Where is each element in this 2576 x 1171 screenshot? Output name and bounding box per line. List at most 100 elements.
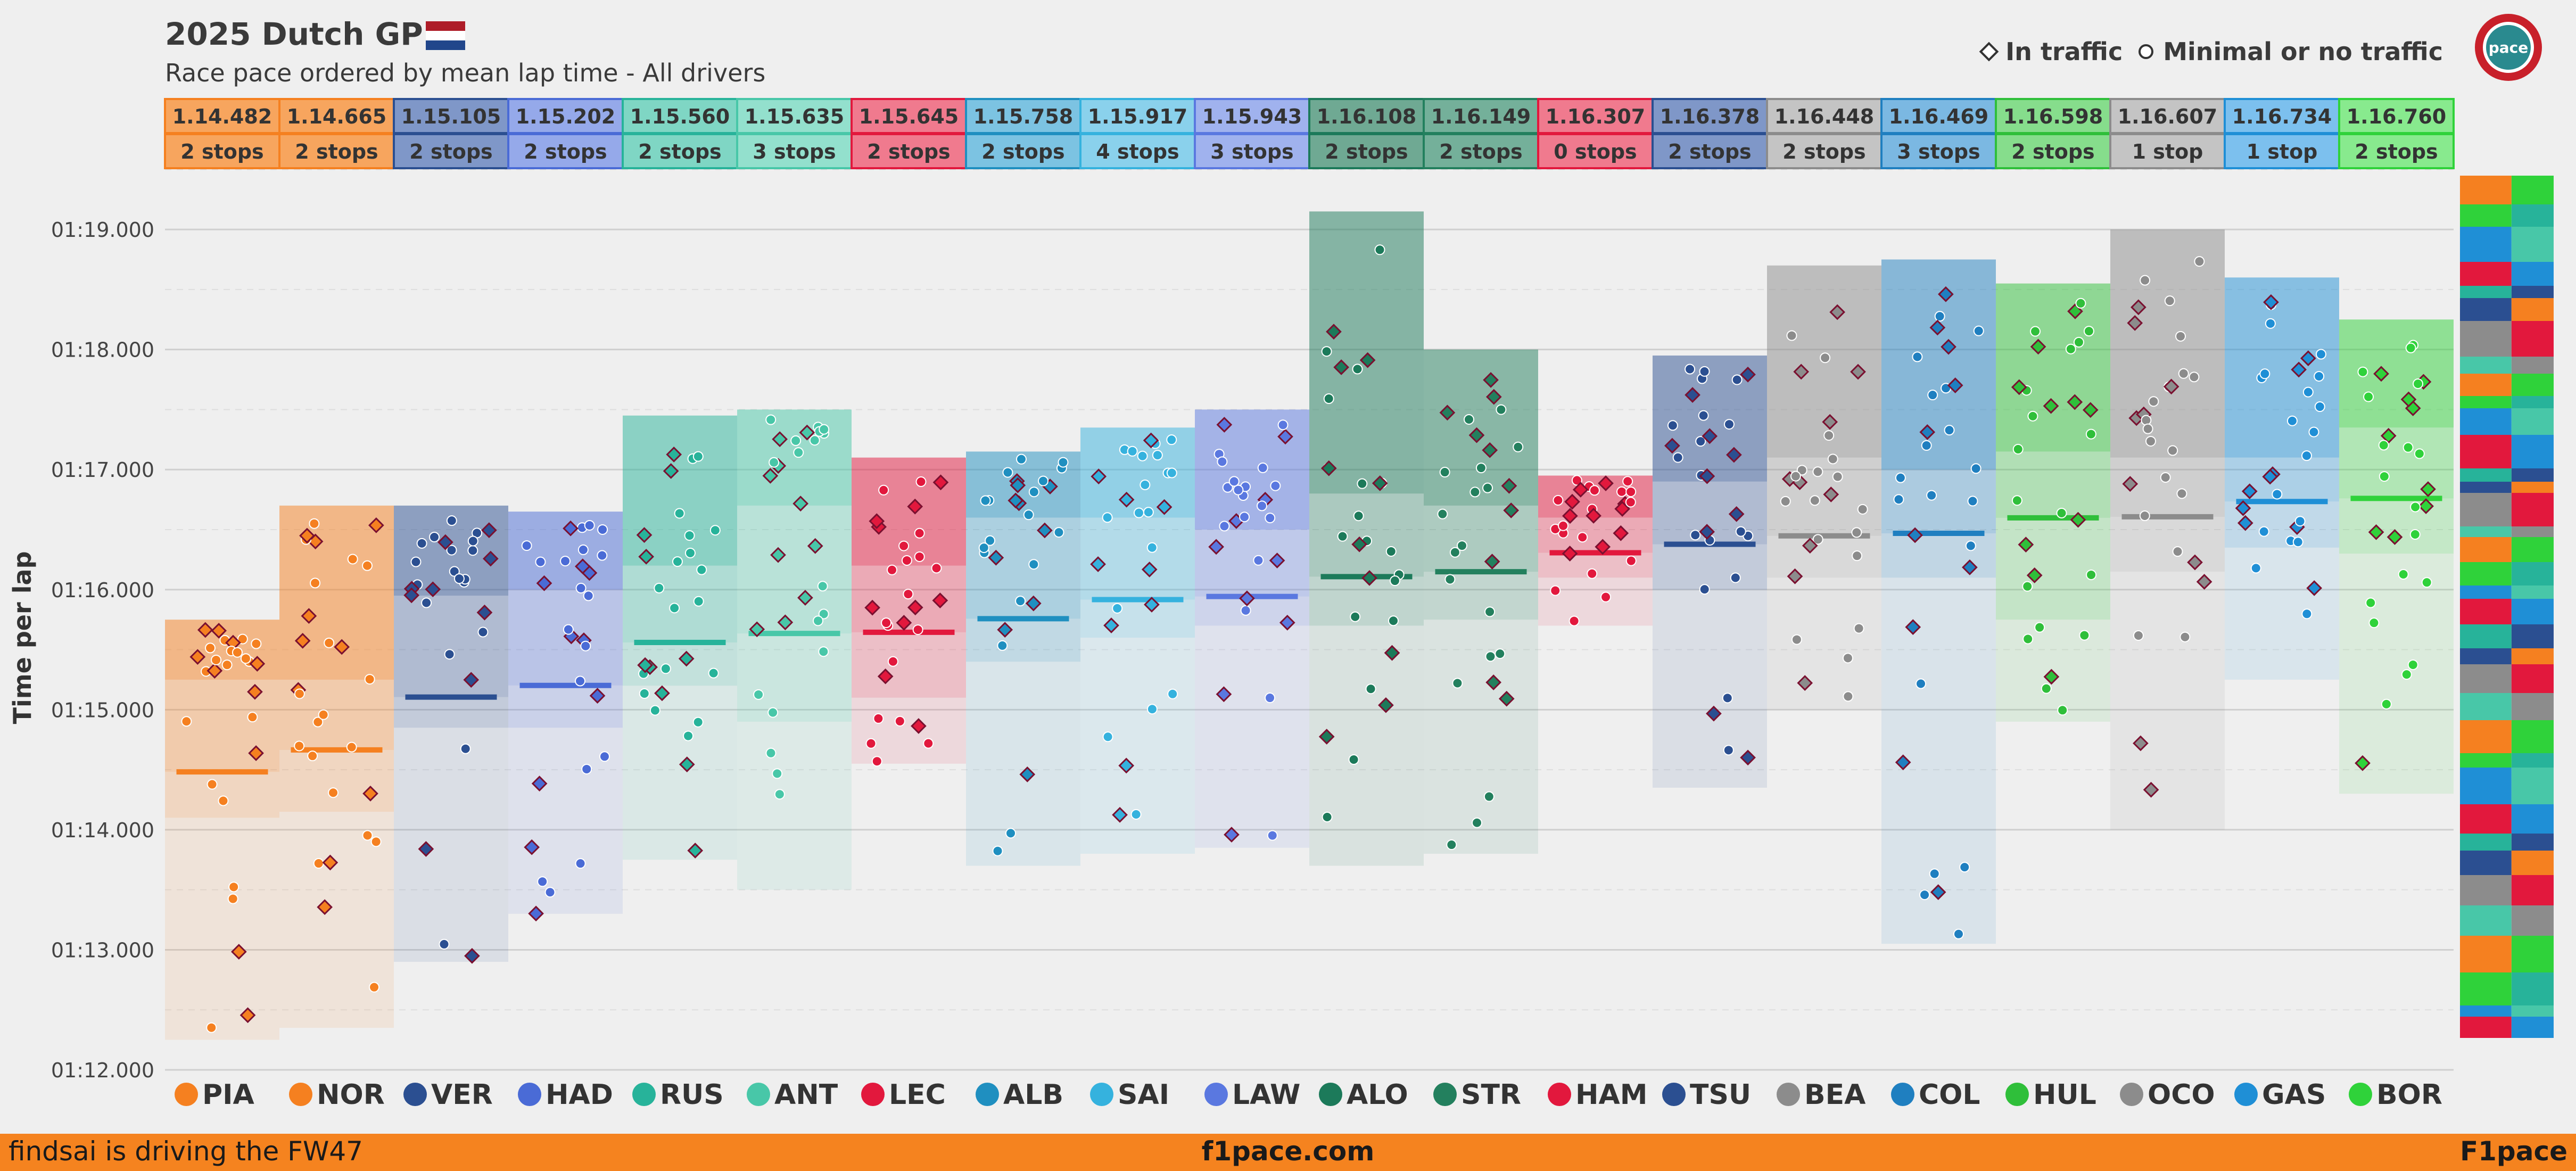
lap-point xyxy=(1348,754,1359,765)
lap-point xyxy=(1600,591,1612,603)
footer-site-link[interactable]: f1pace.com xyxy=(1201,1136,1375,1167)
band-mid-upper xyxy=(623,565,737,643)
team-logo-icon xyxy=(1548,1083,1571,1106)
lap-point-traffic xyxy=(1787,568,1803,584)
lap-point-traffic xyxy=(1802,538,1818,554)
lap-point xyxy=(2265,318,2276,329)
stint-strip-block xyxy=(2460,624,2512,648)
lap-point xyxy=(684,547,696,558)
lap-point xyxy=(767,707,779,718)
lap-point xyxy=(1166,434,1177,446)
lap-point-traffic xyxy=(1279,614,1295,631)
stint-strip-block xyxy=(2460,482,2512,493)
stint-strip-block xyxy=(2460,526,2512,537)
band-upper xyxy=(2110,229,2225,458)
mean-time-label: 1.16.607 xyxy=(2118,105,2218,128)
stint-strip-block xyxy=(2511,537,2554,562)
lap-point-traffic xyxy=(463,672,480,688)
lap-point-traffic xyxy=(528,905,544,922)
lap-point xyxy=(584,519,595,531)
lap-point-traffic xyxy=(197,622,213,638)
lap-point xyxy=(1222,482,1233,493)
lap-point-traffic xyxy=(1008,492,1024,509)
stint-strip-block xyxy=(2511,753,2554,768)
lap-point-traffic xyxy=(368,517,384,533)
stint-strip-block xyxy=(2460,286,2512,298)
lap-point xyxy=(1270,480,1281,491)
lap-point xyxy=(1812,466,1823,477)
lap-point-traffic xyxy=(2368,524,2384,540)
lap-point xyxy=(2133,630,2144,641)
lap-point xyxy=(2405,342,2416,353)
lap-point-traffic xyxy=(654,685,670,702)
lap-point xyxy=(1553,494,1564,506)
lap-point xyxy=(2363,391,2374,402)
lap-point-traffic xyxy=(1010,477,1026,493)
lap-point xyxy=(1321,346,1332,357)
lap-point-traffic xyxy=(678,650,695,667)
lap-point xyxy=(2381,698,2392,710)
lap-point xyxy=(2148,396,2159,407)
driver-code-label: HUL xyxy=(2033,1079,2096,1111)
lap-point xyxy=(2189,372,2200,383)
lap-point xyxy=(1722,692,1733,704)
lap-point xyxy=(1967,496,1978,507)
lap-point xyxy=(1143,507,1154,518)
stint-strip-block xyxy=(2511,720,2554,753)
lap-point xyxy=(1912,351,1923,362)
lap-point xyxy=(2086,569,2097,580)
lap-point xyxy=(1513,441,1524,452)
lap-point-traffic xyxy=(1333,359,1349,375)
lap-point xyxy=(1127,446,1138,457)
lap-point xyxy=(2315,349,2326,360)
lap-point-traffic xyxy=(777,614,794,631)
lap-point xyxy=(416,538,427,549)
lap-point xyxy=(1558,520,1569,531)
lap-point-traffic xyxy=(2082,402,2099,418)
legend-item-no-traffic: Minimal or no traffic xyxy=(2139,37,2443,66)
lap-point-traffic xyxy=(1685,387,1700,403)
y-tick-label: 01:16.000 xyxy=(51,579,154,602)
lap-point xyxy=(2401,669,2412,680)
stint-strip-block xyxy=(2511,768,2554,804)
lap-point-traffic xyxy=(1141,562,1158,578)
band-upper xyxy=(737,409,852,506)
band-upper xyxy=(1195,409,1309,530)
lap-point xyxy=(207,779,218,790)
lap-point xyxy=(1790,471,1801,482)
lap-point xyxy=(1446,839,1457,851)
driver-code-label: HAD xyxy=(546,1079,613,1111)
lap-point xyxy=(2308,426,2319,438)
y-tick-label: 01:17.000 xyxy=(51,458,154,482)
y-axis-label: Time per lap xyxy=(8,551,37,724)
lap-point xyxy=(865,738,877,749)
lap-point xyxy=(1265,513,1276,524)
lap-point-traffic xyxy=(403,587,420,604)
lap-point xyxy=(2012,443,2024,455)
lap-point-traffic xyxy=(2133,735,2149,752)
driver-code-label: ANT xyxy=(774,1079,838,1111)
lap-point-traffic xyxy=(749,621,765,638)
stint-strip-block xyxy=(2460,905,2512,936)
lap-point xyxy=(537,876,548,887)
band-mid-lower xyxy=(1881,533,1996,578)
driver-code-label: BOR xyxy=(2376,1079,2442,1111)
lap-point xyxy=(1485,651,1496,662)
lap-point xyxy=(1695,436,1706,447)
lap-point xyxy=(2030,326,2041,337)
lap-point-traffic xyxy=(1850,364,1866,380)
lap-point-traffic xyxy=(1320,460,1337,476)
lap-point xyxy=(1973,325,1984,336)
stops-label: 3 stops xyxy=(753,140,836,163)
stops-cell xyxy=(1194,133,1310,169)
lap-point xyxy=(1484,606,1496,617)
lap-point-traffic xyxy=(2043,669,2060,685)
lap-point xyxy=(581,763,592,774)
lap-point xyxy=(1239,512,1250,523)
lap-point xyxy=(313,858,324,869)
lap-point-traffic xyxy=(1572,482,1589,498)
team-logo-icon xyxy=(1433,1083,1457,1106)
lap-point-traffic xyxy=(1361,570,1377,586)
lap-point xyxy=(2259,368,2270,380)
lap-point xyxy=(1698,410,1709,421)
